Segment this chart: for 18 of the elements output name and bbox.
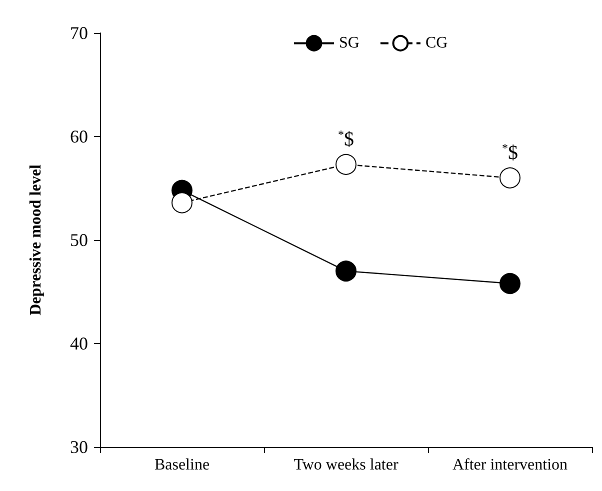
legend-label: CG [425,34,448,52]
point [500,272,520,294]
legend-label: SG [339,34,360,52]
point [172,192,192,214]
y-axis-title: Depressive mood level [28,164,44,316]
annotation: *$ [338,127,354,150]
y-tick-label: 60 [70,126,88,146]
y-tick-label: 40 [70,334,88,354]
y-tick-label: 50 [70,230,88,250]
y-tick-label: 70 [70,23,88,43]
x-tick-label: Baseline [154,456,210,474]
point [336,154,356,175]
annotation: *$ [502,140,518,164]
point [336,260,356,282]
x-tick-label: After intervention [452,456,568,474]
x-tick-label: Two weeks later [294,456,399,474]
point [500,167,520,188]
y-tick-label: 30 [70,437,88,457]
